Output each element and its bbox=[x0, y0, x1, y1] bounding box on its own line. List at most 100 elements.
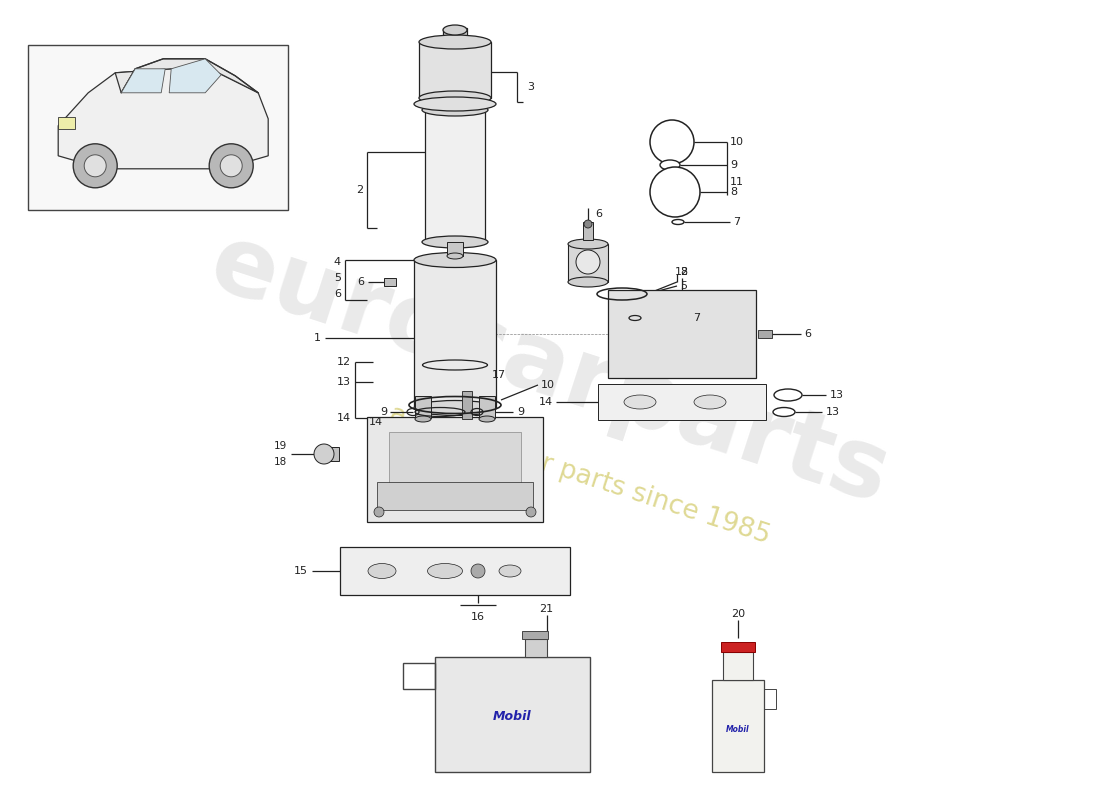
Circle shape bbox=[526, 507, 536, 517]
Text: 12: 12 bbox=[675, 267, 689, 277]
Text: 6: 6 bbox=[804, 329, 811, 339]
Bar bbox=[389, 432, 521, 484]
Text: 16: 16 bbox=[471, 612, 485, 622]
Polygon shape bbox=[169, 58, 221, 93]
Text: 5: 5 bbox=[334, 273, 341, 283]
Text: 19: 19 bbox=[274, 441, 287, 451]
Circle shape bbox=[74, 144, 118, 188]
Ellipse shape bbox=[672, 219, 684, 225]
Text: 9: 9 bbox=[517, 407, 524, 417]
Ellipse shape bbox=[774, 389, 802, 401]
Text: 13: 13 bbox=[830, 390, 844, 400]
Bar bbox=[764, 689, 776, 709]
Bar bbox=[758, 330, 772, 338]
Polygon shape bbox=[121, 69, 165, 93]
Ellipse shape bbox=[428, 563, 462, 578]
Bar bbox=[712, 680, 764, 772]
Circle shape bbox=[374, 507, 384, 517]
Circle shape bbox=[576, 250, 600, 274]
Text: 4: 4 bbox=[334, 257, 341, 267]
Bar bbox=[568, 244, 608, 282]
Bar bbox=[462, 391, 472, 419]
Bar bbox=[367, 417, 543, 522]
Ellipse shape bbox=[419, 91, 491, 105]
Bar bbox=[384, 278, 396, 286]
Text: 7: 7 bbox=[733, 217, 740, 227]
Text: 11: 11 bbox=[730, 177, 744, 187]
Polygon shape bbox=[58, 117, 75, 129]
Circle shape bbox=[220, 154, 242, 177]
Text: 8: 8 bbox=[730, 187, 737, 197]
Circle shape bbox=[314, 444, 334, 464]
Text: 13: 13 bbox=[337, 377, 351, 387]
Text: 14: 14 bbox=[337, 413, 351, 423]
Text: 17: 17 bbox=[492, 370, 506, 380]
Text: 7: 7 bbox=[693, 313, 700, 323]
Ellipse shape bbox=[773, 407, 795, 417]
Text: 10: 10 bbox=[730, 137, 744, 147]
Text: 15: 15 bbox=[294, 566, 308, 576]
Bar bbox=[425, 110, 485, 242]
Bar bbox=[434, 657, 590, 772]
Bar bbox=[377, 482, 534, 510]
Bar bbox=[414, 260, 496, 408]
Bar bbox=[521, 631, 548, 639]
Bar bbox=[443, 28, 468, 44]
Text: 9: 9 bbox=[730, 160, 737, 170]
Text: 5: 5 bbox=[680, 281, 688, 291]
Bar bbox=[340, 547, 570, 595]
Text: 18: 18 bbox=[274, 457, 287, 467]
Ellipse shape bbox=[414, 97, 496, 111]
Text: 3: 3 bbox=[527, 82, 534, 92]
Ellipse shape bbox=[478, 416, 495, 422]
Circle shape bbox=[471, 564, 485, 578]
Text: Mobil: Mobil bbox=[493, 710, 531, 723]
Circle shape bbox=[657, 127, 688, 157]
Bar bbox=[419, 42, 491, 98]
Text: 2: 2 bbox=[356, 185, 363, 195]
Ellipse shape bbox=[415, 416, 431, 422]
Bar bbox=[478, 396, 495, 418]
Text: 1: 1 bbox=[314, 333, 321, 343]
Bar bbox=[608, 290, 756, 378]
Ellipse shape bbox=[568, 239, 608, 249]
Circle shape bbox=[209, 144, 253, 188]
Text: 10: 10 bbox=[541, 380, 556, 390]
Ellipse shape bbox=[447, 253, 463, 259]
Polygon shape bbox=[116, 58, 258, 93]
Ellipse shape bbox=[422, 236, 488, 248]
Text: 9: 9 bbox=[379, 407, 387, 417]
Text: 12: 12 bbox=[337, 357, 351, 367]
Bar bbox=[583, 222, 593, 240]
Text: 14: 14 bbox=[539, 397, 553, 407]
Ellipse shape bbox=[624, 395, 656, 409]
Bar bbox=[324, 447, 339, 461]
Text: Mobil: Mobil bbox=[726, 726, 750, 734]
Ellipse shape bbox=[419, 35, 491, 49]
Text: a passion for parts since 1985: a passion for parts since 1985 bbox=[386, 401, 773, 549]
Circle shape bbox=[584, 220, 592, 228]
Bar bbox=[722, 642, 755, 651]
Ellipse shape bbox=[694, 395, 726, 409]
Text: 6: 6 bbox=[334, 289, 341, 299]
Ellipse shape bbox=[660, 160, 680, 170]
Bar bbox=[447, 242, 463, 256]
Bar bbox=[28, 45, 288, 210]
Text: 8: 8 bbox=[680, 267, 688, 277]
Polygon shape bbox=[58, 69, 268, 169]
Ellipse shape bbox=[414, 401, 496, 415]
Ellipse shape bbox=[422, 104, 488, 116]
Ellipse shape bbox=[368, 563, 396, 578]
Text: 6: 6 bbox=[358, 277, 364, 287]
Ellipse shape bbox=[414, 253, 496, 267]
Ellipse shape bbox=[443, 25, 468, 35]
Ellipse shape bbox=[568, 277, 608, 287]
Circle shape bbox=[650, 167, 700, 217]
Bar bbox=[598, 384, 766, 420]
Ellipse shape bbox=[499, 565, 521, 577]
Circle shape bbox=[85, 154, 107, 177]
Text: eurocarparts: eurocarparts bbox=[199, 216, 901, 524]
Bar bbox=[525, 639, 547, 657]
Bar bbox=[724, 651, 752, 680]
Circle shape bbox=[650, 120, 694, 164]
